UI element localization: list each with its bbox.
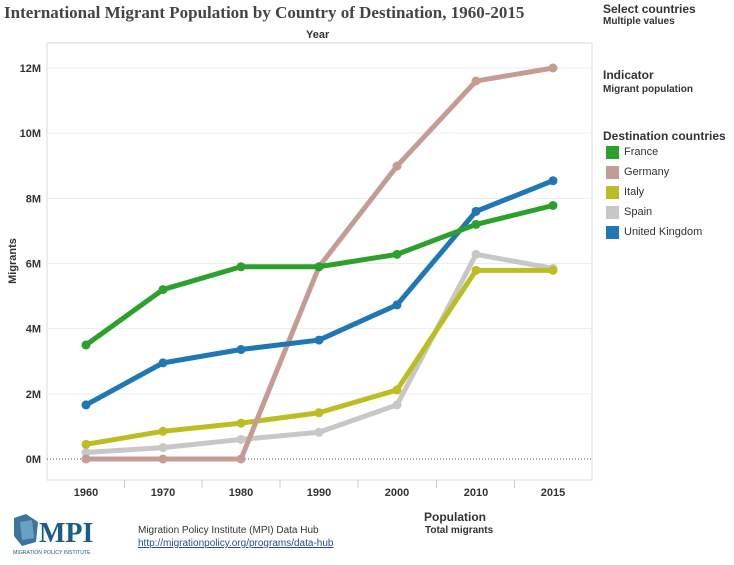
y-tick-label: 10M bbox=[20, 128, 41, 140]
data-point-france bbox=[236, 262, 246, 272]
chart-title: International Migrant Population by Coun… bbox=[4, 3, 525, 22]
logo-subtext: MIGRATION POLICY INSTITUTE bbox=[13, 550, 91, 556]
legend-label: Italy bbox=[624, 186, 645, 198]
data-point-italy bbox=[314, 408, 324, 418]
data-point-france bbox=[158, 285, 168, 295]
data-point-united-kingdom bbox=[392, 300, 402, 310]
series-line-spain bbox=[83, 251, 556, 455]
x-tick-label: 2015 bbox=[541, 487, 565, 499]
data-point-italy bbox=[81, 439, 91, 449]
y-tick-label: 4M bbox=[26, 324, 41, 336]
data-point-germany bbox=[471, 76, 481, 86]
data-point-spain bbox=[236, 434, 246, 444]
x-axis-title: Year bbox=[306, 29, 330, 41]
data-point-germany bbox=[392, 161, 402, 171]
x-tick-label: 2010 bbox=[464, 487, 488, 499]
legend-label: Germany bbox=[624, 166, 670, 178]
legend-item[interactable]: Germany bbox=[606, 165, 669, 179]
data-point-united-kingdom bbox=[236, 345, 246, 355]
x-tick-label: 2000 bbox=[385, 487, 409, 499]
data-point-germany bbox=[236, 454, 246, 464]
x-tick-label: 1980 bbox=[229, 487, 253, 499]
source-name: Migration Policy Institute (MPI) Data Hu… bbox=[138, 525, 319, 536]
series-line-france bbox=[83, 203, 556, 348]
x-tick-label: 1960 bbox=[74, 487, 98, 499]
plot-frame bbox=[46, 42, 593, 481]
data-point-italy bbox=[236, 418, 246, 428]
y-tick-label: 2M bbox=[26, 389, 41, 401]
legend-label: United Kingdom bbox=[624, 226, 703, 238]
data-point-spain bbox=[158, 443, 168, 453]
data-point-united-kingdom bbox=[548, 176, 558, 186]
select-countries-label: Select countries bbox=[603, 2, 696, 16]
legend-swatch bbox=[606, 225, 619, 239]
x-tick-label: 1990 bbox=[307, 487, 331, 499]
legend-swatch bbox=[606, 185, 619, 199]
legend-title: Destination countries bbox=[603, 129, 726, 143]
indicator-filter[interactable]: Indicator Migrant population bbox=[603, 68, 693, 95]
source-link[interactable]: http://migrationpolicy.org/programs/data… bbox=[138, 538, 334, 549]
x-tick-label: 1970 bbox=[151, 487, 175, 499]
y-tick-label: 0M bbox=[26, 454, 41, 466]
data-point-italy bbox=[548, 265, 558, 275]
population-label: Population bbox=[424, 510, 486, 524]
legend-swatch bbox=[606, 165, 619, 179]
data-point-spain bbox=[81, 447, 91, 457]
data-point-france bbox=[81, 340, 91, 350]
data-point-france bbox=[548, 201, 558, 211]
legend-item[interactable]: United Kingdom bbox=[606, 225, 702, 239]
logo-text: MPI bbox=[39, 518, 93, 549]
select-countries-filter[interactable]: Select countries Multiple values bbox=[603, 2, 696, 27]
data-point-germany bbox=[158, 454, 168, 464]
data-point-france bbox=[392, 249, 402, 259]
y-tick-label: 6M bbox=[26, 259, 41, 271]
data-point-germany bbox=[81, 454, 91, 464]
data-point-united-kingdom bbox=[314, 335, 324, 345]
mpi-logo: MPI MIGRATION POLICY INSTITUTE bbox=[10, 512, 120, 557]
data-point-spain bbox=[392, 400, 402, 410]
data-point-germany bbox=[548, 63, 558, 73]
data-point-spain bbox=[314, 427, 324, 437]
indicator-label: Indicator bbox=[603, 68, 654, 82]
legend-label: France bbox=[624, 146, 659, 158]
legend-swatch bbox=[606, 145, 619, 159]
legend-item[interactable]: Italy bbox=[606, 185, 644, 199]
y-tick-label: 8M bbox=[26, 193, 41, 205]
data-point-italy bbox=[471, 265, 481, 275]
data-point-france bbox=[471, 219, 481, 229]
legend-item[interactable]: France bbox=[606, 145, 658, 159]
legend-swatch bbox=[606, 205, 619, 219]
data-point-united-kingdom bbox=[158, 358, 168, 368]
legend-item[interactable]: Spain bbox=[606, 205, 652, 219]
data-point-united-kingdom bbox=[471, 206, 481, 216]
data-point-italy bbox=[158, 426, 168, 436]
legend-label: Spain bbox=[624, 206, 653, 218]
indicator-value[interactable]: Migrant population bbox=[603, 84, 693, 95]
population-value[interactable]: Total migrants bbox=[425, 525, 494, 536]
data-point-spain bbox=[471, 249, 481, 259]
data-point-france bbox=[314, 262, 324, 272]
data-point-italy bbox=[392, 385, 402, 395]
data-point-united-kingdom bbox=[81, 400, 91, 410]
y-tick-label: 12M bbox=[20, 63, 41, 75]
select-countries-value[interactable]: Multiple values bbox=[603, 16, 675, 27]
